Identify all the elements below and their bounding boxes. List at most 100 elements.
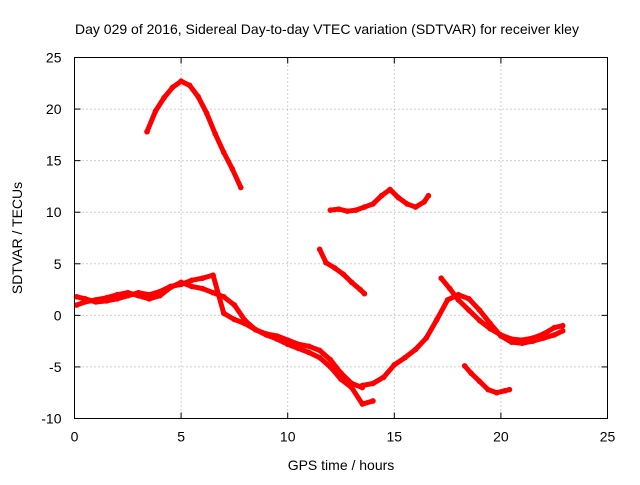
data-point <box>370 398 376 404</box>
data-point <box>493 389 500 396</box>
x-tick-label: 25 <box>600 429 616 445</box>
data-point <box>135 289 142 296</box>
data-point <box>178 281 184 288</box>
data-point <box>199 285 206 292</box>
data-point <box>508 336 515 342</box>
chart-title: Day 029 of 2016, Sidereal Day-to-day VTE… <box>75 21 579 37</box>
data-point <box>476 378 483 385</box>
data-point <box>169 84 176 91</box>
data-point <box>466 296 472 302</box>
data-point <box>103 298 110 304</box>
data-point <box>220 293 227 300</box>
data-point <box>412 346 419 353</box>
data-point <box>316 354 323 361</box>
data-point <box>380 374 387 381</box>
data-point <box>203 110 210 116</box>
data-point <box>306 343 312 350</box>
data-point <box>530 335 536 341</box>
data-point <box>423 335 430 341</box>
data-point <box>391 362 398 368</box>
data-point <box>231 302 238 308</box>
data-point <box>498 332 504 338</box>
y-tick-label: 25 <box>46 50 62 66</box>
data-series <box>73 78 566 407</box>
data-point <box>316 246 323 253</box>
data-point <box>551 324 557 331</box>
data-point <box>336 206 342 212</box>
data-point <box>455 297 462 303</box>
data-point <box>152 108 159 114</box>
data-point <box>156 288 163 295</box>
data-point <box>73 302 80 308</box>
data-point <box>357 286 363 293</box>
data-point <box>188 283 195 290</box>
series-arc-7 <box>438 275 566 343</box>
x-tick-label: 5 <box>177 429 185 445</box>
data-point <box>263 332 270 338</box>
y-axis-label: SDTVAR / TECUs <box>9 182 25 294</box>
x-tick-label: 15 <box>387 429 403 445</box>
plot-frame <box>74 57 608 419</box>
data-point <box>466 307 472 314</box>
data-point <box>506 386 513 393</box>
data-point <box>340 271 346 277</box>
data-point <box>331 265 338 271</box>
data-point <box>229 166 236 172</box>
data-point <box>421 199 427 205</box>
data-point <box>82 296 88 302</box>
data-point <box>461 363 468 369</box>
data-point <box>199 275 206 282</box>
data-point <box>327 364 334 370</box>
y-tick-label: 10 <box>46 204 62 220</box>
data-point <box>476 317 483 324</box>
data-point <box>323 259 329 266</box>
data-point <box>295 345 302 352</box>
data-point <box>220 149 227 156</box>
series-arc-4 <box>327 186 432 214</box>
data-point <box>316 347 323 354</box>
data-point <box>327 207 334 213</box>
data-point <box>359 382 366 389</box>
data-point <box>195 93 201 100</box>
data-point <box>425 192 432 199</box>
data-point <box>212 131 219 137</box>
series-line-arc-7 <box>438 275 566 343</box>
data-point <box>167 283 174 290</box>
data-point <box>402 354 408 361</box>
data-point <box>438 275 445 282</box>
data-point <box>348 384 355 391</box>
data-point <box>348 279 355 286</box>
data-point <box>338 376 344 383</box>
series-arc-5 <box>316 246 368 297</box>
x-tick-label: 20 <box>493 429 509 445</box>
data-point <box>361 290 368 297</box>
data-point <box>242 320 248 327</box>
data-point <box>125 292 131 299</box>
data-point <box>434 316 440 323</box>
x-tick-label: 10 <box>280 429 296 445</box>
data-point <box>559 322 566 329</box>
data-point <box>404 201 410 207</box>
data-point <box>146 296 152 302</box>
y-tick-label: 20 <box>46 101 62 117</box>
y-tick-label: 5 <box>54 256 62 272</box>
data-point <box>378 192 385 199</box>
data-point <box>446 285 453 292</box>
grid-lines <box>74 57 608 419</box>
data-point <box>252 327 259 333</box>
y-tick-label: -5 <box>49 359 62 375</box>
data-point <box>468 370 474 376</box>
data-point <box>370 201 376 207</box>
data-point <box>231 316 238 323</box>
data-point <box>412 204 419 210</box>
y-tick-label: 0 <box>54 307 62 323</box>
data-point <box>502 387 508 394</box>
data-point <box>361 204 368 210</box>
data-point <box>519 337 526 343</box>
data-point <box>114 296 120 302</box>
data-point <box>210 289 216 296</box>
axis-ticks: 0 5 10 15 20 25 -10 -5 0 5 10 15 20 25 <box>41 50 615 445</box>
data-point <box>370 380 376 387</box>
